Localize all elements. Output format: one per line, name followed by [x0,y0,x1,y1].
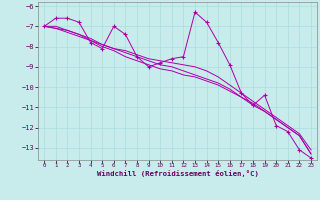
X-axis label: Windchill (Refroidissement éolien,°C): Windchill (Refroidissement éolien,°C) [97,170,259,177]
